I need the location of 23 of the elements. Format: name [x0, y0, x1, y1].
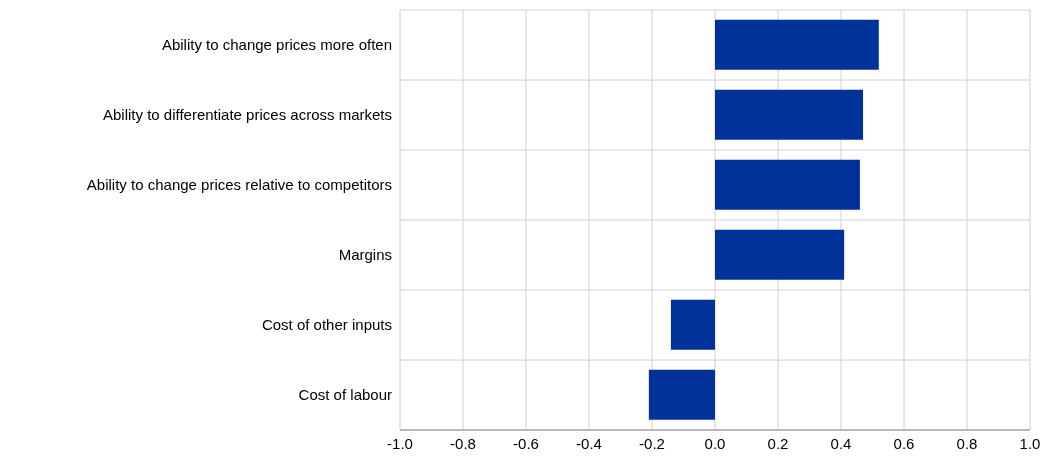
x-tick-label: 0.0	[704, 434, 726, 452]
x-tick-label: 0.6	[893, 434, 915, 452]
x-tick-label: -1.0	[387, 434, 413, 452]
x-tick-label: -0.6	[513, 434, 539, 452]
x-tick-label: -0.2	[639, 434, 665, 452]
bar	[715, 19, 879, 70]
y-tick-label: Cost of labour	[298, 386, 392, 404]
x-tick-label: -0.4	[576, 434, 602, 452]
x-tick-label: 0.2	[767, 434, 789, 452]
y-tick-label: Cost of other inputs	[261, 316, 392, 334]
x-tick-label: 1.0	[1019, 434, 1041, 452]
bar	[648, 369, 715, 420]
bar	[715, 89, 864, 140]
y-tick-label: Margins	[338, 246, 392, 264]
y-tick-label: Ability to differentiate prices across markets	[102, 106, 392, 124]
x-tick-label: 0.4	[830, 434, 852, 452]
bar	[715, 229, 845, 280]
bar	[670, 299, 715, 350]
bar	[715, 159, 860, 210]
y-tick-label: Ability to change prices relative to competitors	[86, 176, 392, 194]
x-tick-label: -0.8	[450, 434, 476, 452]
y-tick-label: Ability to change prices more often	[161, 36, 392, 54]
x-tick-label: 0.8	[956, 434, 978, 452]
